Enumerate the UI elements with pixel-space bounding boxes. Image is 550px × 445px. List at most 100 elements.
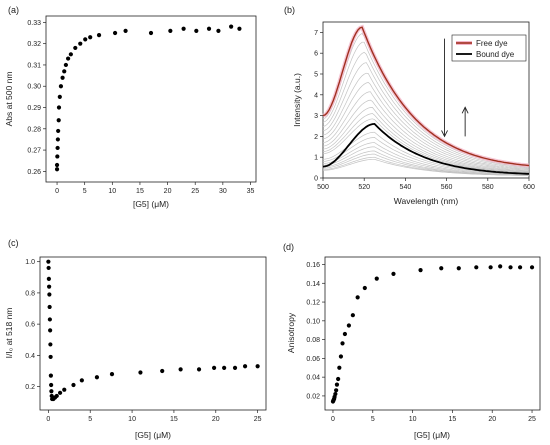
- data-point: [529, 265, 535, 270]
- x-tick-label: 5: [371, 416, 375, 423]
- y-tick-label: 0.28: [27, 126, 41, 133]
- data-point: [206, 26, 212, 31]
- y-tick-label: 0.2: [25, 384, 35, 391]
- data-point: [123, 28, 128, 33]
- panel-b-letter: (b): [284, 5, 295, 15]
- data-point: [66, 56, 71, 61]
- y-tick-label: 0.4: [25, 353, 35, 360]
- data-point: [229, 24, 234, 29]
- panel-c-letter: (c): [8, 238, 19, 248]
- data-point: [362, 285, 367, 291]
- data-point: [232, 365, 238, 370]
- data-point: [47, 284, 52, 289]
- y-tick-label: 3: [314, 113, 318, 120]
- panel-c-y-ticks: 0.2 0.4 0.6 0.8 1.0: [25, 259, 40, 391]
- x-tick-label: 20: [212, 416, 220, 423]
- panel-a-y-axis-label: Abs at 500 nm: [4, 72, 14, 127]
- data-point: [47, 317, 52, 322]
- y-tick-label: 0.14: [306, 281, 320, 288]
- panel-c-x-ticks: 0 5 10 15 20 25: [46, 410, 262, 423]
- data-point: [181, 26, 186, 31]
- data-point: [60, 75, 65, 80]
- y-tick-label: 0.31: [27, 62, 41, 69]
- data-point: [338, 354, 344, 359]
- data-point: [212, 365, 217, 370]
- x-tick-label: 5: [83, 188, 87, 195]
- data-point: [498, 264, 503, 269]
- y-tick-label: 4: [314, 92, 318, 99]
- panel-d-y-axis-label: Anisotropy: [286, 312, 296, 353]
- y-tick-label: 0.29: [27, 105, 41, 112]
- y-tick-label: 0.27: [27, 148, 41, 155]
- data-point: [334, 382, 340, 387]
- panel-b: (b) 500 520 540 560 580 600 0 1 2 3 4 5 6 7 Free dye…: [284, 5, 535, 206]
- arrow-up-head: [461, 106, 469, 114]
- data-point: [517, 265, 523, 270]
- x-tick-label: 20: [164, 188, 172, 195]
- y-tick-label: 1.0: [25, 259, 35, 266]
- panel-d-points: [330, 264, 535, 404]
- y-tick-label: 0.16: [306, 262, 320, 269]
- panel-b-main-spectra: [322, 24, 530, 175]
- intermediate-spectrum-line: [322, 142, 530, 176]
- data-point: [237, 26, 242, 31]
- data-point: [55, 154, 60, 159]
- data-point: [62, 69, 67, 74]
- data-point: [374, 276, 379, 281]
- data-point: [73, 45, 78, 51]
- data-point: [337, 365, 342, 370]
- data-point: [340, 341, 345, 346]
- data-point: [71, 382, 76, 388]
- y-tick-label: 0.12: [306, 300, 320, 307]
- data-point: [88, 35, 93, 40]
- data-point: [346, 323, 351, 328]
- data-point: [488, 265, 493, 270]
- x-tick-label: 520: [358, 184, 370, 191]
- x-tick-label: 25: [254, 416, 262, 423]
- y-tick-label: 6: [314, 51, 318, 58]
- x-tick-label: 35: [247, 188, 255, 195]
- data-point: [242, 364, 248, 369]
- data-point: [48, 328, 53, 333]
- data-point: [391, 271, 396, 276]
- x-tick-label: 580: [482, 184, 494, 191]
- data-point: [112, 30, 118, 36]
- panel-a: (a) 0 5 10 15 20 25 30 35 0.260.270.280.290.300…: [4, 5, 257, 209]
- data-point: [109, 371, 115, 377]
- data-point: [216, 28, 221, 33]
- free-dye-line: [322, 26, 530, 167]
- panel-a-letter: (a): [8, 5, 19, 15]
- x-tick-label: 540: [400, 184, 412, 191]
- panel-c: (c) 0 5 10 15 20 25 0.2 0.4 0.6 0.8 1.0 [G5] (μM)…: [4, 238, 267, 440]
- y-tick-label: 0.04: [306, 375, 320, 382]
- y-tick-label: 0.26: [27, 169, 41, 176]
- y-tick-label: 0.10: [306, 318, 320, 325]
- data-point: [456, 266, 461, 271]
- panel-d-y-ticks: 0.02 0.04 0.06 0.08 0.10 0.12 0.14 0.16: [306, 262, 325, 400]
- data-point: [56, 105, 62, 110]
- data-point: [48, 354, 53, 360]
- panel-b-y-axis-label: Intensity (a.u.): [292, 73, 302, 127]
- data-point: [148, 30, 154, 36]
- intermediate-spectrum-line: [322, 99, 530, 172]
- intermediate-spectrum-line: [322, 82, 530, 171]
- x-tick-label: 5: [88, 416, 92, 423]
- data-point: [48, 342, 53, 347]
- panel-d-x-axis-label: [G5] (μM): [414, 430, 450, 440]
- panel-a-x-ticks: 0 5 10 15 20 25 30 35: [55, 182, 254, 195]
- panel-c-plot-frame: [39, 256, 267, 411]
- data-point: [54, 167, 60, 172]
- panel-c-y-axis-label: I/I₀ at 518 nm: [4, 308, 14, 359]
- panel-a-y-ticks: 0.26 0.27 0.28 0.29 0.30 0.31 0.32 0.33: [27, 20, 46, 176]
- data-point: [196, 367, 202, 372]
- panel-a-x-axis-label: [G5] (μM): [133, 199, 169, 209]
- data-point: [56, 118, 61, 123]
- y-tick-label: 0: [314, 176, 318, 183]
- y-tick-label: 0.30: [27, 84, 41, 91]
- data-point: [54, 162, 60, 168]
- y-tick-label: 2: [314, 134, 318, 141]
- data-point: [55, 145, 60, 151]
- intermediate-spectrum-line: [322, 91, 530, 172]
- y-tick-label: 0.33: [27, 20, 41, 27]
- x-tick-label: 10: [108, 188, 116, 195]
